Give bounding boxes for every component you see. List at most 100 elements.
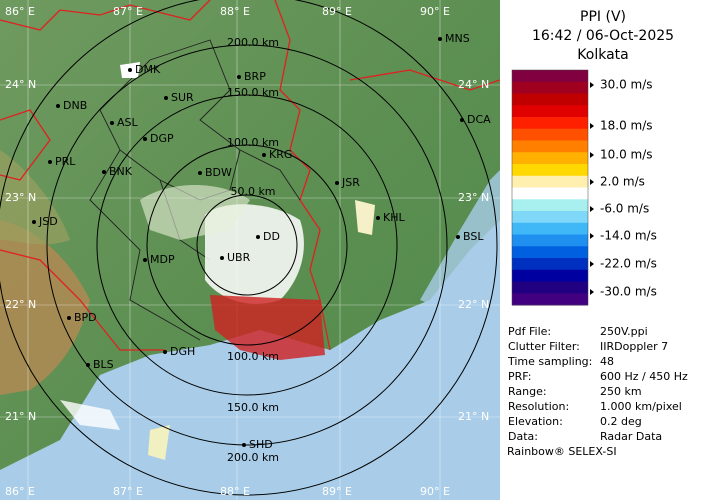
latitude-label: 23° N <box>5 191 36 204</box>
info-value: 48 <box>600 355 614 368</box>
city-dot <box>376 216 380 220</box>
legend-time: 16:42 / 06-Oct-2025 <box>532 28 674 44</box>
longitude-label: 89° E <box>322 5 352 18</box>
color-band <box>512 164 588 177</box>
info-value: 0.2 deg <box>600 415 642 428</box>
city-dot <box>198 171 202 175</box>
city-dot <box>128 68 132 72</box>
graticule <box>0 0 500 500</box>
city-dot <box>143 137 147 141</box>
range-label: 50.0 km <box>230 185 275 198</box>
range-label: 200.0 km <box>227 451 279 464</box>
legend-label: -6.0 m/s <box>600 202 649 216</box>
city-label: BRP <box>244 70 266 83</box>
city-dot <box>164 96 168 100</box>
city-label: DD <box>263 230 280 243</box>
info-key: Data: <box>508 430 538 443</box>
legend-title: PPI (V) <box>580 9 626 25</box>
longitude-label: 88° E <box>220 5 250 18</box>
info-value: 250 km <box>600 385 642 398</box>
city-label: PRL <box>55 155 76 168</box>
color-band <box>512 269 588 282</box>
info-key: Elevation: <box>508 415 563 428</box>
upland <box>0 150 70 245</box>
color-bar: 30.0 m/s 18.0 m/s 10.0 m/s 2.0 m/s -6.0 m/s -… <box>511 69 657 306</box>
city-dot <box>256 235 260 239</box>
city-label: BDW <box>205 166 232 179</box>
color-band <box>512 175 588 188</box>
legend: PPI (V) 16:42 / 06-Oct-2025 Kolkata 30.0… <box>507 9 688 458</box>
color-band <box>512 281 588 294</box>
city-label: JSD <box>38 215 58 228</box>
city-label: KHL <box>383 211 405 224</box>
map: DMK DNB SUR BRP ASL DGP KRG PRL BNK BDW JSR KHL JSD D… <box>0 0 500 500</box>
latitude-label: 23° N <box>458 191 489 204</box>
info-value: 600 Hz / 450 Hz <box>600 370 688 383</box>
legend-site: Kolkata <box>577 47 628 63</box>
info-key: Resolution: <box>508 400 569 413</box>
longitude-label: 86° E <box>5 485 35 498</box>
highland <box>0 220 90 395</box>
city-dot <box>262 153 266 157</box>
color-band <box>512 222 588 235</box>
range-label: 100.0 km <box>227 350 279 363</box>
color-band <box>512 105 588 118</box>
info-key: Time sampling: <box>507 355 592 368</box>
longitude-label: 89° E <box>322 485 352 498</box>
city-label: ASL <box>117 116 139 129</box>
range-rings <box>0 0 498 496</box>
city-dot <box>143 258 147 262</box>
city-label: KRG <box>269 148 292 161</box>
info-key: PRF: <box>508 370 531 383</box>
city-label: UBR <box>227 251 251 264</box>
latitude-label: 21° N <box>5 410 36 423</box>
city-label: DCA <box>467 113 491 126</box>
info-key: Range: <box>508 385 547 398</box>
info-value: 250V.ppi <box>600 325 648 338</box>
color-band <box>512 199 588 212</box>
legend-label: 30.0 m/s <box>600 78 653 92</box>
city-dot <box>460 118 464 122</box>
tick-arrow <box>590 206 594 212</box>
city-dot <box>335 181 339 185</box>
city-dot <box>456 235 460 239</box>
legend-label: -22.0 m/s <box>600 257 657 271</box>
city-label: SUR <box>171 91 194 104</box>
sea <box>0 220 500 500</box>
tick-arrow <box>590 152 594 158</box>
color-band <box>512 140 588 153</box>
latitude-label: 22° N <box>458 298 489 311</box>
city-label: BLS <box>93 358 114 371</box>
tick-arrow <box>590 179 594 185</box>
legend-label: 10.0 m/s <box>600 148 653 162</box>
city-label: DGP <box>150 132 174 145</box>
city-label: BNK <box>109 165 133 178</box>
info-table: Pdf File: 250V.ppi Clutter Filter: IIRDoppl… <box>507 325 688 443</box>
city-label: BPD <box>74 311 97 324</box>
district-borders <box>89 39 301 341</box>
info-value: IIRDoppler 7 <box>600 340 668 353</box>
color-band <box>512 187 588 200</box>
city-dot <box>56 104 60 108</box>
legend-label: -14.0 m/s <box>600 229 657 243</box>
city-dot <box>237 75 241 79</box>
echoes <box>60 62 375 460</box>
info-key: Pdf File: <box>508 325 551 338</box>
city-dot <box>48 160 52 164</box>
color-bar-frame <box>511 69 589 306</box>
color-band <box>512 152 588 165</box>
coordinate-labels: 86° E 87° E 88° E 89° E 90° E 86° E 87° E 88° E… <box>5 5 489 498</box>
color-band <box>512 93 588 106</box>
city-label: DNB <box>63 99 87 112</box>
color-band <box>512 70 588 83</box>
info-key: Clutter Filter: <box>508 340 580 353</box>
range-label: 150.0 km <box>227 401 279 414</box>
city-dot <box>163 350 167 354</box>
city-dot <box>220 256 224 260</box>
legend-label: 2.0 m/s <box>600 175 645 189</box>
color-band <box>512 128 588 141</box>
city-dot <box>242 443 246 447</box>
city-dot <box>67 316 71 320</box>
